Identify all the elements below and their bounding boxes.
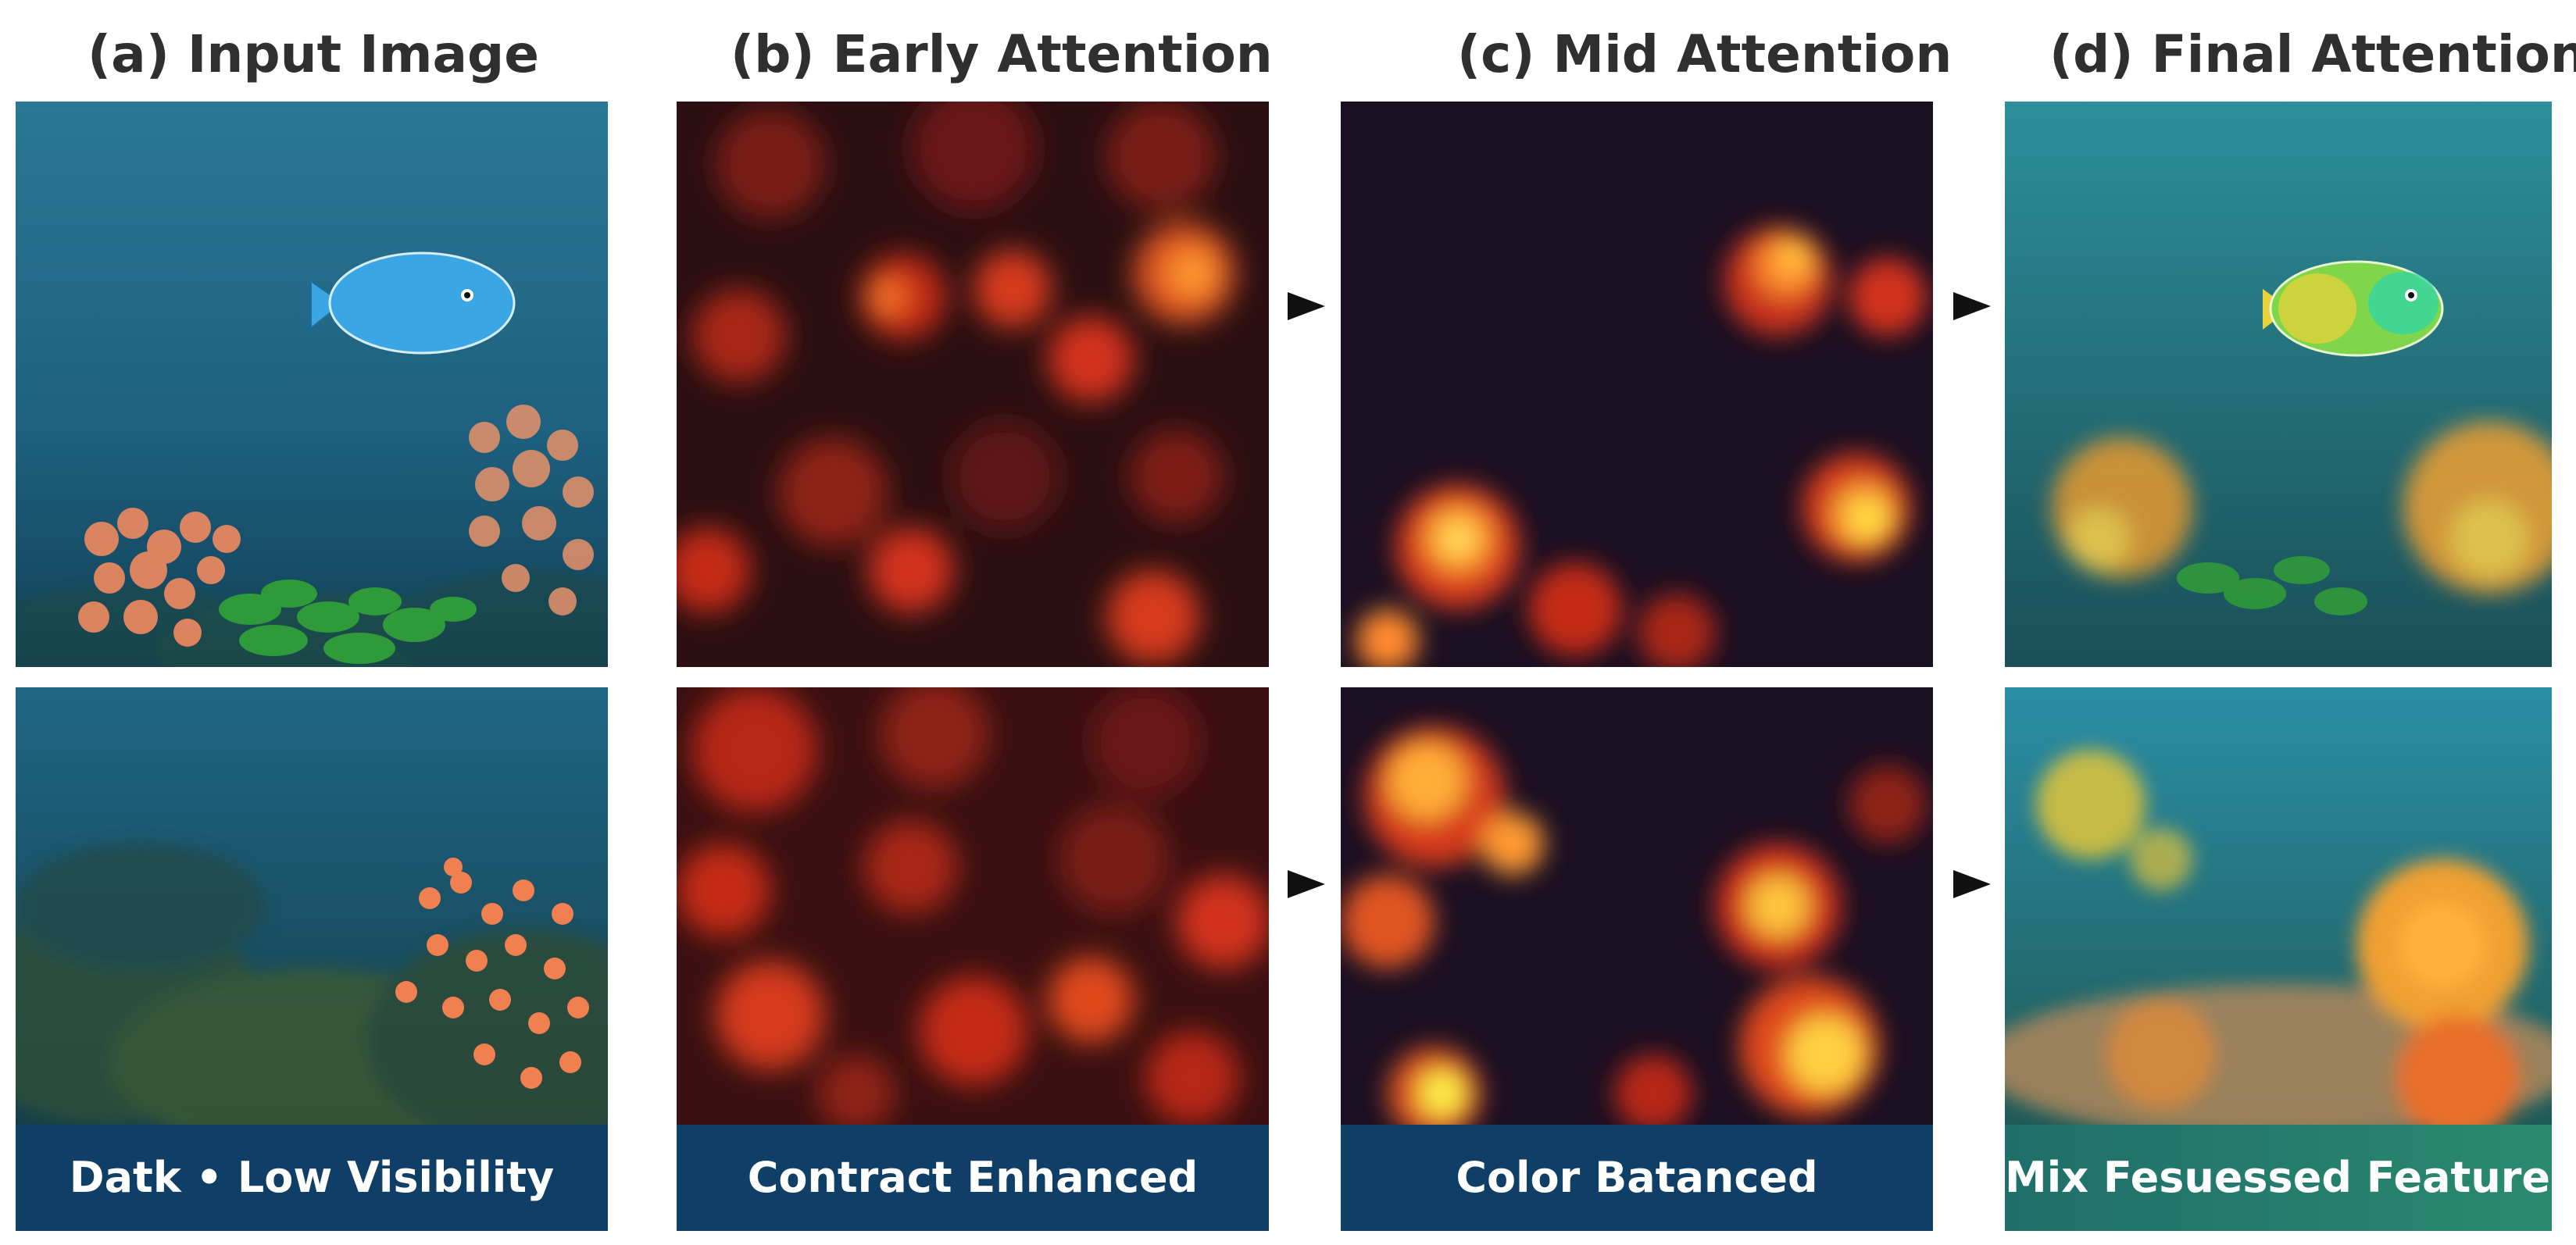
caption-mid-attention: Color Batanced [1341, 1125, 1933, 1231]
input-image-bottom [16, 687, 608, 1125]
column-title-input-image: (a) Input Image [88, 24, 540, 84]
fish-icon [310, 251, 516, 355]
mid-attention-heatmap-bottom [1341, 687, 1933, 1125]
caption-final-attention: Mix Fesuessed Features [2005, 1125, 2575, 1231]
right-triangle-arrow-icon [1288, 292, 1325, 320]
column-title-early-attention: (b) Early Attention [731, 24, 1273, 84]
mid-attention-heatmap-top [1341, 102, 1933, 667]
caption-early-attention: Contract Enhanced [677, 1125, 1269, 1231]
fish-icon [2263, 260, 2444, 357]
right-triangle-arrow-icon [1288, 870, 1325, 898]
early-attention-heatmap-bottom [677, 687, 1269, 1125]
final-attention-image-top [2005, 102, 2552, 667]
right-triangle-arrow-icon [1953, 292, 1991, 320]
right-triangle-arrow-icon [1953, 870, 1991, 898]
column-title-final-attention: (d) Final Attention [2049, 24, 2576, 84]
column-title-mid-attention: (c) Mid Attention [1457, 24, 1953, 84]
input-image-top [16, 102, 608, 667]
final-attention-image-bottom [2005, 687, 2552, 1125]
caption-input-image: Datk • Low Visibility [16, 1125, 608, 1231]
early-attention-heatmap-top [677, 102, 1269, 667]
